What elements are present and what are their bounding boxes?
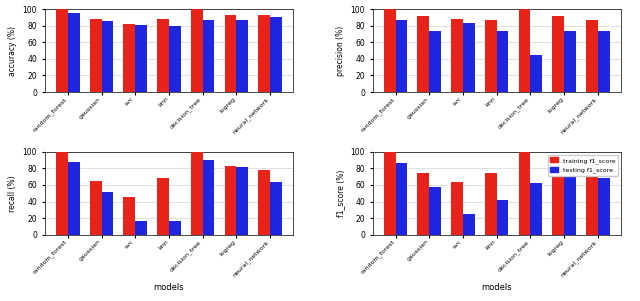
Bar	[124, 24, 135, 92]
Bar	[169, 221, 180, 235]
Y-axis label: recall (%): recall (%)	[8, 175, 17, 212]
Bar	[429, 188, 441, 235]
Bar	[225, 166, 236, 235]
Bar	[485, 20, 497, 92]
Bar	[124, 197, 135, 235]
Bar	[463, 214, 475, 235]
Bar	[417, 16, 429, 92]
Bar	[451, 19, 463, 92]
Bar	[203, 160, 214, 235]
Bar	[157, 178, 169, 235]
Bar	[485, 172, 497, 235]
Bar	[518, 152, 531, 235]
Bar	[552, 163, 564, 235]
Bar	[531, 183, 542, 235]
Bar	[90, 19, 102, 92]
Bar	[396, 20, 408, 92]
Bar	[135, 25, 147, 92]
Bar	[497, 200, 508, 235]
Bar	[68, 13, 79, 92]
Bar	[68, 162, 79, 235]
Bar	[56, 152, 68, 235]
Bar	[497, 31, 508, 92]
Bar	[598, 178, 609, 235]
Bar	[169, 26, 180, 92]
Bar	[90, 181, 102, 235]
Bar	[157, 19, 169, 92]
X-axis label: models: models	[154, 283, 184, 292]
Bar	[384, 9, 396, 92]
Bar	[135, 221, 147, 235]
X-axis label: models: models	[481, 283, 512, 292]
Bar	[384, 152, 396, 235]
Bar	[203, 20, 214, 92]
Bar	[552, 16, 564, 92]
Bar	[564, 171, 576, 235]
Bar	[598, 31, 609, 92]
Bar	[417, 172, 429, 235]
Bar	[396, 163, 408, 235]
Bar	[564, 31, 576, 92]
Bar	[191, 152, 203, 235]
Bar	[258, 170, 270, 235]
Bar	[258, 15, 270, 92]
Y-axis label: accuracy (%): accuracy (%)	[8, 26, 17, 76]
Bar	[270, 182, 282, 235]
Bar	[463, 23, 475, 92]
Bar	[225, 15, 236, 92]
Bar	[236, 20, 248, 92]
Bar	[451, 182, 463, 235]
Y-axis label: f1_score (%): f1_score (%)	[336, 169, 345, 217]
Bar	[270, 17, 282, 92]
Legend: training f1_score, testing f1_score: training f1_score, testing f1_score	[548, 155, 618, 175]
Y-axis label: precision (%): precision (%)	[336, 25, 345, 76]
Bar	[531, 55, 542, 92]
Bar	[56, 9, 68, 92]
Bar	[586, 20, 598, 92]
Bar	[191, 9, 203, 92]
Bar	[102, 192, 113, 235]
Bar	[236, 167, 248, 235]
Bar	[586, 163, 598, 235]
Bar	[102, 21, 113, 92]
Bar	[518, 9, 531, 92]
Bar	[429, 31, 441, 92]
